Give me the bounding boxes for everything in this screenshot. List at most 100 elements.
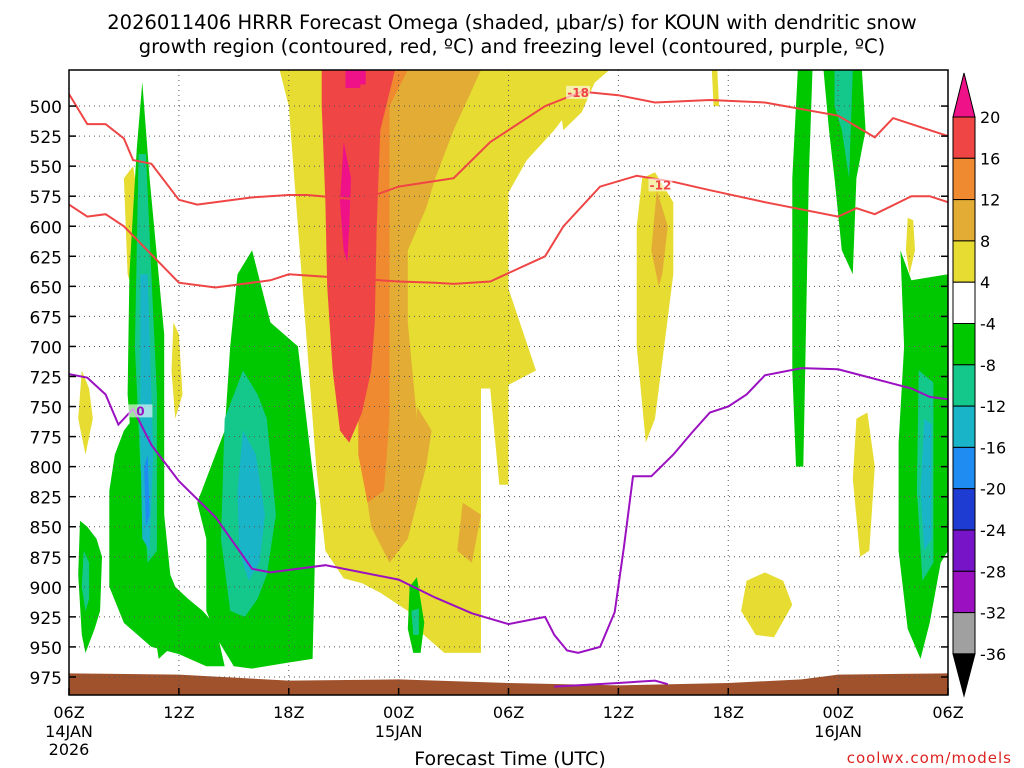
colorbar-bin-11 (952, 529, 976, 572)
omega-region-2 (711, 70, 720, 107)
y-tick-label-700: 700 (30, 338, 62, 358)
colorbar-bin-9 (952, 446, 976, 490)
omega-region-4 (78, 370, 93, 455)
y-tick-label-925: 925 (30, 609, 62, 629)
omega-region-16 (340, 142, 351, 263)
omega-region-11 (651, 190, 668, 287)
x-tick-label-6: 12Z (163, 703, 194, 722)
x-tick-label-12: 18Z (273, 703, 304, 722)
y-tick-label-525: 525 (30, 128, 62, 148)
colorbar-bin-12 (952, 570, 976, 614)
contour-label-1: -12 (650, 178, 672, 192)
colorbar-bin-13 (952, 612, 976, 655)
colorbar-label-6: -8 (980, 356, 996, 375)
omega-region-15 (321, 70, 395, 443)
colorbar-label-10: -24 (980, 521, 1006, 540)
x-tick-label-42: 00Z (822, 703, 853, 722)
colorbar-label-3: 8 (980, 232, 990, 251)
y-tick-label-725: 725 (30, 368, 62, 388)
colorbar-label-8: -16 (980, 438, 1006, 457)
chart-title-line2: growth region (contoured, red, ºC) and f… (139, 35, 886, 58)
y-tick-label-825: 825 (30, 489, 62, 509)
colorbar-bin-8 (952, 405, 976, 448)
x-tick-label-48: 06Z (932, 703, 963, 722)
omega-region-1 (554, 70, 601, 131)
colorbar-bin-2 (952, 157, 976, 201)
x-tick-label-30: 12Z (603, 703, 634, 722)
y-axis: 500 525 550 575 600 625 650 675 700 725 750 775 800 8… (30, 98, 948, 689)
watermark: coolwx.com/models (847, 749, 1012, 767)
contour-minus18 (69, 90, 948, 206)
colorbar-label-2: 12 (980, 191, 1000, 210)
x-axis-label: Forecast Time (UTC) (414, 748, 605, 768)
x-tick-date-42: 16JAN (814, 722, 862, 741)
omega-region-20 (109, 418, 225, 667)
x-tick-label-0: 06Z (53, 703, 84, 722)
colorbar-bin-10 (952, 488, 976, 531)
y-tick-label-625: 625 (30, 248, 62, 268)
colorbar: 20 16 12 8 4 -4 -8 -12 -16 -20 -24 -28 -32 -36 (952, 72, 1006, 698)
y-tick-label-850: 850 (30, 519, 62, 539)
y-tick-label-600: 600 (30, 218, 62, 238)
y-tick-label-950: 950 (30, 639, 62, 659)
y-tick-label-875: 875 (30, 549, 62, 569)
x-tick-date-18: 15JAN (375, 722, 423, 741)
y-tick-label-750: 750 (30, 399, 62, 419)
x-tick-date-0: 14JAN (45, 722, 93, 741)
y-tick-label-500: 500 (30, 98, 62, 118)
omega-region-9 (905, 217, 915, 275)
colorbar-label-11: -28 (980, 562, 1006, 581)
contour-minus12 (69, 174, 948, 289)
omega-region-33 (237, 430, 265, 581)
omega-region-7 (741, 572, 793, 638)
colorbar-top-triangle (952, 72, 976, 118)
plot-area: -18 -12 0 (69, 70, 948, 695)
omega-region-34 (920, 418, 932, 551)
contour-label-2: 0 (136, 404, 144, 418)
y-tick-label-550: 550 (30, 158, 62, 178)
chart-title-line1: 2026011406 HRRR Forecast Omega (shaded, … (107, 11, 917, 34)
omega-region-24 (823, 70, 866, 275)
y-tick-label-800: 800 (30, 459, 62, 479)
omega-shading (78, 70, 948, 669)
omega-region-35 (144, 454, 150, 527)
y-tick-label-775: 775 (30, 429, 62, 449)
omega-region-30 (834, 70, 853, 179)
x-tick-label-36: 18Z (713, 703, 744, 722)
colorbar-bin-4 (952, 240, 976, 283)
colorbar-label-7: -12 (980, 397, 1006, 416)
y-tick-label-575: 575 (30, 188, 62, 208)
x-tick-label-18: 00Z (383, 703, 414, 722)
x-tick-label-24: 06Z (493, 703, 524, 722)
y-tick-label-650: 650 (30, 278, 62, 298)
omega-region-29 (411, 608, 419, 635)
contour-label-bg-2 (128, 404, 153, 418)
contour-freezing-low (554, 679, 669, 688)
colorbar-label-13: -36 (980, 645, 1006, 664)
contours: -18 -12 0 (69, 85, 948, 688)
y-tick-label-975: 975 (30, 669, 62, 689)
contour-label-bg-1 (648, 178, 673, 192)
contour-label-0: -18 (567, 86, 589, 100)
colorbar-label-1: 16 (980, 149, 1000, 168)
colorbar-bottom-triangle (952, 653, 976, 698)
colorbar-bin-5 (952, 281, 976, 325)
omega-region-36 (358, 70, 366, 85)
contour-freezing (69, 367, 948, 654)
contour-label-bg-0 (566, 85, 591, 99)
omega-region-27 (81, 550, 90, 611)
omega-region-8 (852, 412, 875, 557)
omega-region-13 (457, 502, 481, 563)
colorbar-bin-7 (952, 364, 976, 407)
y-tick-label-900: 900 (30, 579, 62, 599)
colorbar-bin-3 (952, 199, 976, 242)
x-tick-year-0: 2026 (49, 740, 90, 759)
colorbar-label-9: -20 (980, 480, 1006, 499)
colorbar-label-12: -32 (980, 604, 1006, 623)
omega-region-17 (345, 70, 361, 88)
colorbar-label-4: 4 (980, 273, 990, 292)
omega-region-23 (792, 70, 813, 467)
y-tick-label-675: 675 (30, 308, 62, 328)
